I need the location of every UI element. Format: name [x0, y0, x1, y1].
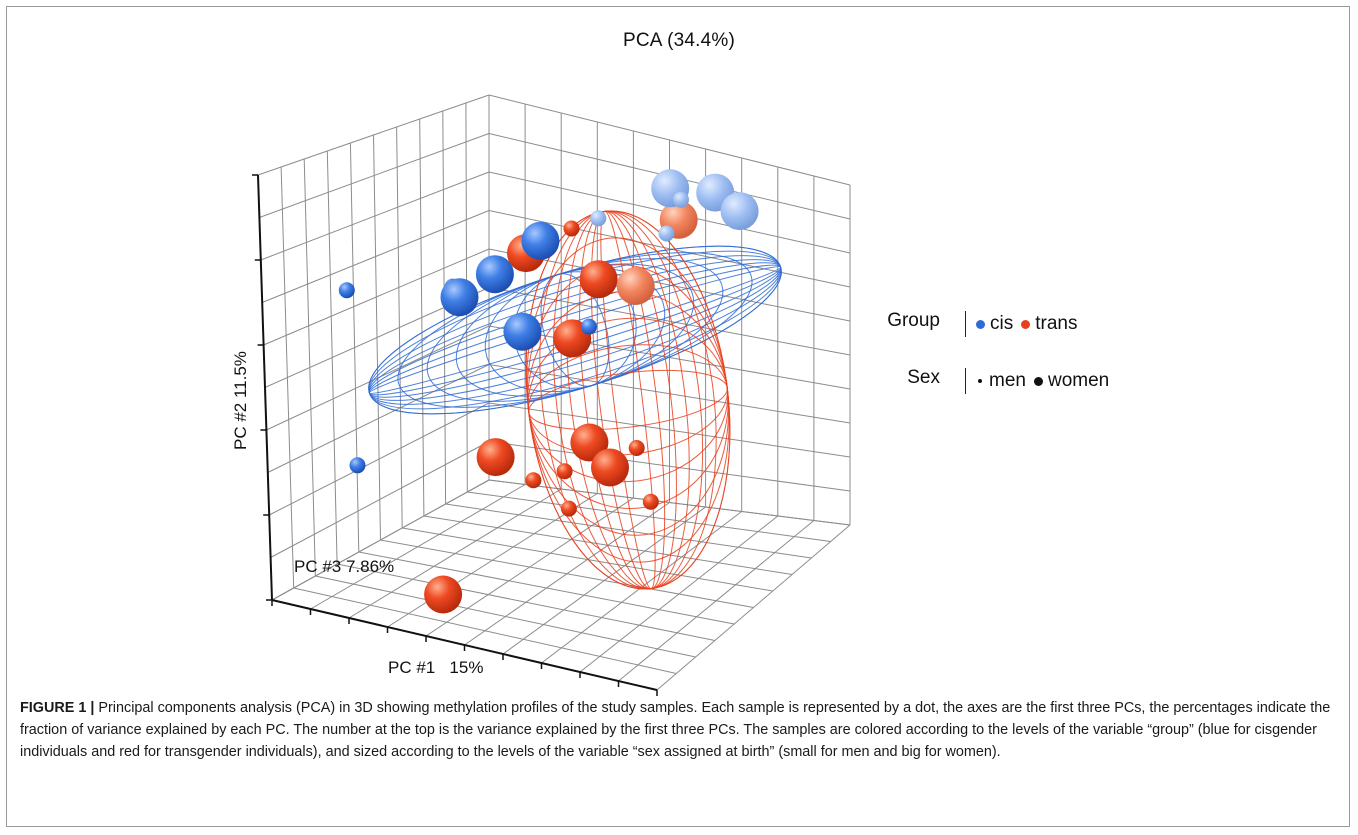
- legend-cis-dot: [976, 319, 985, 329]
- legend-group-items: cis trans: [976, 313, 1077, 335]
- point-trans-women: [476, 438, 515, 477]
- point-cis-women: [521, 221, 560, 260]
- point-trans-men: [563, 220, 580, 237]
- legend-men-label: men: [989, 370, 1026, 391]
- floor-gridline: [618, 520, 815, 682]
- floor-gridline: [656, 524, 851, 691]
- z-axis-label: PC #3 7.86%: [294, 557, 394, 576]
- back-wall-gridline: [488, 210, 851, 288]
- figure-frame: [6, 6, 1350, 827]
- point-trans-women: [424, 575, 463, 614]
- ellipsoid-trans-meridian: [566, 210, 690, 590]
- ellipsoid-trans-meridian: [539, 210, 717, 590]
- point-cis-men: [338, 282, 355, 299]
- left-wall-gridline: [262, 210, 490, 303]
- point-trans-men: [628, 440, 645, 456]
- legend-group-divider: [965, 311, 966, 337]
- confidence-ellipses: [368, 210, 782, 590]
- figure-caption: FIGURE 1 | Principal components analysis…: [20, 697, 1340, 763]
- figure-title: PCA (34.4%): [622, 30, 736, 51]
- y-axis-label: PC #2 11.5%: [231, 351, 250, 450]
- legend-trans-dot: [1021, 319, 1031, 329]
- pca-3d-plot: PC #1 15% PC #3 7.86% PC #2 11.5%: [231, 94, 851, 696]
- point-cis-men: [673, 191, 689, 208]
- left-wall-gridline: [263, 248, 490, 346]
- caption-text: Principal components analysis (PCA) in 3…: [20, 700, 1331, 760]
- legend-trans-label: trans: [1035, 313, 1078, 334]
- legend-sex-divider: [965, 368, 966, 394]
- caption-label: FIGURE 1 |: [20, 700, 95, 716]
- point-trans-women: [579, 260, 618, 299]
- floor-gridline: [380, 539, 754, 608]
- x-axis-label: PC #1 15%: [388, 658, 483, 677]
- point-trans-women: [570, 423, 609, 462]
- y-axis-line: [257, 174, 273, 601]
- point-trans-men: [642, 493, 659, 510]
- point-cis-women: [475, 255, 514, 294]
- floor-gridline: [502, 506, 706, 655]
- legend-sex-title: Sex: [907, 367, 940, 388]
- back-wall-gridline: [488, 94, 851, 186]
- legend-group-title: Group: [887, 310, 940, 331]
- ellipsoid-trans-parallel: [525, 210, 731, 590]
- point-cis-men: [658, 225, 675, 242]
- legend-sex-items: men women: [976, 370, 1109, 392]
- floor-gridline: [467, 491, 831, 542]
- point-trans-men: [556, 463, 573, 480]
- point-trans-women: [591, 448, 629, 487]
- point-trans-women: [616, 267, 655, 305]
- point-cis-women: [503, 312, 542, 351]
- left-wall-gridline: [419, 118, 425, 517]
- point-trans-men: [560, 500, 577, 517]
- back-wall-gridline: [488, 287, 851, 356]
- sample-points: [338, 169, 759, 614]
- legend-women-dot: [1033, 376, 1043, 386]
- point-cis-men: [349, 457, 366, 474]
- left-wall-gridline: [396, 126, 403, 529]
- left-wall-gridline: [259, 133, 490, 218]
- ellipsoid-cis-parallel: [368, 245, 782, 415]
- floor-gridline: [579, 515, 779, 673]
- point-cis-men: [590, 210, 607, 227]
- legend-cis-label: cis: [990, 313, 1014, 334]
- legend-women-label: women: [1047, 370, 1110, 391]
- point-cis-women: [720, 192, 759, 231]
- left-wall-gridline: [257, 94, 490, 176]
- back-wall-gridline: [488, 248, 851, 322]
- left-wall-gridline: [260, 171, 490, 261]
- point-cis-men: [581, 318, 597, 335]
- floor-gridline: [445, 503, 812, 559]
- point-cis-women: [440, 278, 479, 317]
- legend-men-dot: [978, 379, 982, 383]
- point-trans-men: [525, 472, 542, 489]
